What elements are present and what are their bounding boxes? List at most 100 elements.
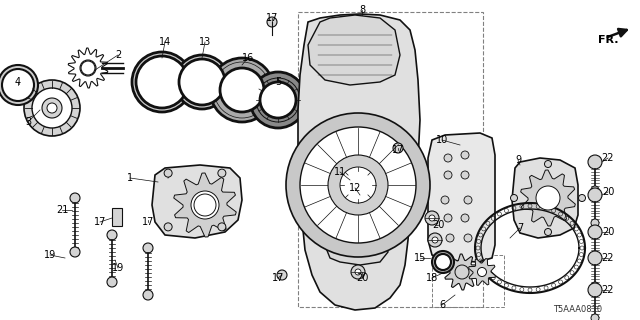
Circle shape — [132, 52, 192, 112]
Circle shape — [42, 98, 62, 118]
Text: 17: 17 — [94, 217, 106, 227]
Circle shape — [286, 113, 430, 257]
Circle shape — [164, 223, 172, 231]
Text: 20: 20 — [356, 273, 368, 283]
Text: 14: 14 — [159, 37, 171, 47]
Polygon shape — [512, 158, 578, 238]
Text: 17: 17 — [392, 145, 404, 155]
Circle shape — [591, 219, 599, 227]
Circle shape — [588, 188, 602, 202]
Text: 21: 21 — [56, 205, 68, 215]
Polygon shape — [174, 173, 236, 237]
Polygon shape — [428, 133, 495, 262]
Text: 1: 1 — [127, 173, 133, 183]
Text: 17: 17 — [272, 273, 284, 283]
Text: 17: 17 — [142, 217, 154, 227]
Circle shape — [393, 143, 403, 153]
Circle shape — [218, 223, 226, 231]
Circle shape — [461, 214, 469, 222]
Circle shape — [591, 314, 599, 320]
Circle shape — [545, 161, 552, 167]
Circle shape — [340, 167, 376, 203]
Circle shape — [579, 195, 586, 202]
Circle shape — [70, 247, 80, 257]
Circle shape — [136, 56, 188, 108]
Circle shape — [444, 214, 452, 222]
Circle shape — [47, 103, 57, 113]
Circle shape — [591, 186, 599, 194]
Circle shape — [260, 82, 296, 118]
Circle shape — [444, 154, 452, 162]
Text: 18: 18 — [426, 273, 438, 283]
Polygon shape — [308, 15, 400, 85]
Text: 22: 22 — [602, 153, 614, 163]
Circle shape — [477, 268, 486, 276]
Text: 20: 20 — [602, 187, 614, 197]
Circle shape — [179, 59, 225, 105]
Circle shape — [432, 251, 454, 273]
Text: 11: 11 — [334, 167, 346, 177]
Circle shape — [429, 215, 435, 221]
Text: 17: 17 — [266, 13, 278, 23]
Circle shape — [32, 88, 72, 128]
Text: 13: 13 — [199, 37, 211, 47]
Circle shape — [538, 188, 558, 208]
Circle shape — [441, 196, 449, 204]
Circle shape — [220, 68, 264, 112]
Circle shape — [250, 72, 306, 128]
Circle shape — [300, 127, 416, 243]
Text: 3: 3 — [25, 117, 31, 127]
Text: 2: 2 — [115, 50, 121, 60]
Circle shape — [464, 234, 472, 242]
Circle shape — [0, 65, 38, 105]
Circle shape — [455, 265, 469, 279]
Circle shape — [107, 230, 117, 240]
Text: 19: 19 — [44, 250, 56, 260]
Circle shape — [143, 243, 153, 253]
Text: 16: 16 — [242, 53, 254, 63]
Polygon shape — [468, 259, 495, 285]
Circle shape — [425, 211, 439, 225]
Polygon shape — [68, 48, 108, 88]
Circle shape — [588, 251, 602, 265]
Polygon shape — [521, 170, 575, 226]
Polygon shape — [322, 225, 388, 265]
Circle shape — [80, 60, 96, 76]
Text: 5: 5 — [275, 77, 281, 87]
Circle shape — [143, 290, 153, 300]
Bar — [298, 12, 483, 307]
Circle shape — [355, 269, 361, 275]
Text: 12: 12 — [349, 183, 361, 193]
Text: 15: 15 — [414, 253, 426, 263]
Circle shape — [588, 225, 602, 239]
Text: 20: 20 — [602, 227, 614, 237]
Circle shape — [191, 191, 219, 219]
Text: 20: 20 — [432, 220, 444, 230]
Circle shape — [511, 195, 518, 202]
Text: 10: 10 — [436, 135, 448, 145]
Circle shape — [461, 171, 469, 179]
Bar — [112, 208, 122, 226]
Circle shape — [175, 55, 229, 109]
Circle shape — [194, 194, 216, 216]
Polygon shape — [444, 254, 479, 290]
Circle shape — [107, 277, 117, 287]
Circle shape — [588, 283, 602, 297]
Circle shape — [24, 80, 80, 136]
Circle shape — [210, 58, 274, 122]
Circle shape — [2, 69, 34, 101]
Polygon shape — [152, 165, 242, 238]
Text: 19: 19 — [112, 263, 124, 273]
Circle shape — [588, 155, 602, 169]
Circle shape — [81, 61, 95, 75]
Circle shape — [267, 17, 277, 27]
Circle shape — [218, 169, 226, 177]
Circle shape — [536, 186, 560, 210]
Circle shape — [591, 256, 599, 264]
Circle shape — [545, 228, 552, 236]
Text: FR.: FR. — [598, 35, 618, 45]
Circle shape — [277, 270, 287, 280]
Circle shape — [70, 193, 80, 203]
Circle shape — [446, 234, 454, 242]
Text: 8: 8 — [359, 5, 365, 15]
